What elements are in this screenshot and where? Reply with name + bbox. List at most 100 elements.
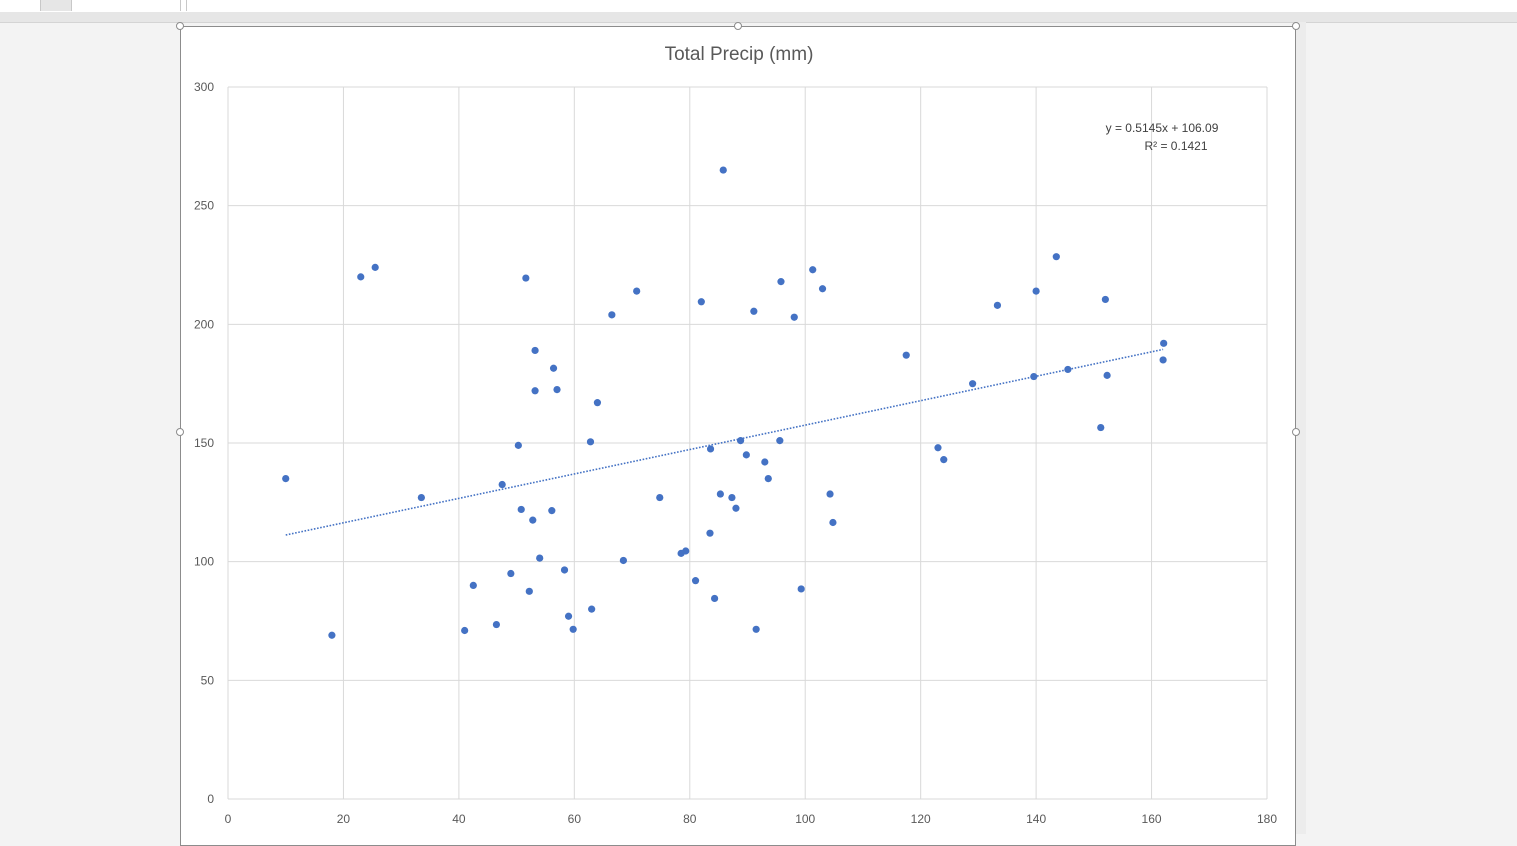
name-box-dropdown[interactable] — [40, 0, 72, 11]
data-point[interactable] — [492, 620, 501, 629]
resize-handle-middle-left[interactable] — [176, 428, 184, 436]
data-point[interactable] — [282, 475, 290, 483]
chart-title[interactable]: Total Precip (mm) — [665, 44, 814, 65]
data-point[interactable] — [461, 626, 469, 635]
data-point[interactable] — [586, 438, 595, 446]
data-point[interactable] — [608, 311, 616, 319]
data-point[interactable] — [536, 554, 544, 562]
data-point[interactable] — [507, 569, 515, 578]
x-tick-label: 40 — [452, 812, 466, 826]
data-point[interactable] — [716, 490, 724, 498]
data-point[interactable] — [829, 518, 837, 527]
x-tick-label: 0 — [225, 812, 232, 826]
data-point[interactable] — [809, 266, 817, 274]
data-point[interactable] — [1101, 295, 1109, 304]
data-point[interactable] — [761, 458, 769, 466]
data-point[interactable] — [1103, 371, 1111, 379]
data-point[interactable] — [697, 298, 705, 306]
resize-handle-top-center[interactable] — [734, 22, 742, 30]
data-point[interactable] — [564, 612, 573, 620]
data-point[interactable] — [560, 566, 569, 574]
data-point[interactable] — [752, 625, 760, 633]
resize-handle-top-left[interactable] — [176, 22, 184, 30]
y-tick-label: 150 — [194, 436, 214, 450]
data-point[interactable] — [764, 475, 772, 483]
y-axis-tick-labels: 0 50 100 150 200 250 300 — [194, 80, 214, 806]
data-point[interactable] — [531, 346, 539, 355]
data-point[interactable] — [742, 451, 750, 459]
data-point[interactable] — [1097, 423, 1105, 432]
data-point[interactable] — [469, 581, 477, 590]
x-tick-label: 140 — [1026, 812, 1046, 826]
data-point[interactable] — [569, 625, 577, 633]
data-point[interactable] — [1064, 365, 1072, 374]
y-tick-label: 50 — [201, 673, 215, 687]
data-point[interactable] — [934, 444, 942, 452]
data-point[interactable] — [1159, 356, 1167, 364]
data-point[interactable] — [818, 285, 827, 293]
x-axis-tick-labels: 0 20 40 60 80 100 120 140 160 180 — [225, 812, 1278, 826]
x-tick-label: 60 — [568, 812, 582, 826]
data-point[interactable] — [969, 380, 977, 388]
data-point[interactable] — [357, 273, 365, 281]
data-point[interactable] — [719, 166, 727, 174]
data-point[interactable] — [732, 504, 740, 512]
data-point[interactable] — [529, 516, 537, 524]
column-header-strip — [0, 12, 1517, 23]
data-point[interactable] — [619, 556, 627, 565]
data-point[interactable] — [993, 301, 1002, 309]
data-point[interactable] — [1160, 339, 1168, 347]
data-point[interactable] — [498, 480, 506, 489]
resize-handle-top-right[interactable] — [1292, 22, 1300, 30]
sheet-background — [1296, 22, 1306, 834]
data-point[interactable] — [525, 587, 533, 595]
x-tick-label: 160 — [1142, 812, 1162, 826]
data-point[interactable] — [656, 493, 664, 502]
data-point[interactable] — [797, 585, 805, 593]
data-point[interactable] — [826, 490, 834, 498]
data-point[interactable] — [706, 529, 714, 537]
formula-input[interactable] — [186, 0, 1517, 11]
y-tick-label: 0 — [207, 792, 214, 806]
data-point[interactable] — [371, 263, 379, 271]
trendline-r-squared[interactable]: R² = 0.1421 — [1144, 139, 1207, 153]
data-point[interactable] — [790, 313, 798, 321]
data-point[interactable] — [710, 594, 719, 603]
data-point[interactable] — [633, 287, 641, 295]
data-point[interactable] — [1032, 287, 1040, 295]
data-point[interactable] — [514, 441, 522, 449]
x-tick-label: 20 — [337, 812, 351, 826]
data-point[interactable] — [553, 386, 561, 394]
data-point[interactable] — [682, 547, 690, 555]
data-point[interactable] — [691, 577, 700, 585]
data-points — [282, 166, 1168, 639]
trendline-equation[interactable]: y = 0.5145x + 106.09 — [1106, 121, 1219, 135]
data-point[interactable] — [728, 493, 736, 502]
trendline[interactable] — [285, 348, 1164, 536]
formula-buttons[interactable] — [70, 0, 181, 11]
data-point[interactable] — [1052, 253, 1060, 261]
x-tick-label: 180 — [1257, 812, 1277, 826]
data-point[interactable] — [517, 505, 525, 514]
chart-area[interactable] — [180, 26, 1296, 846]
data-point[interactable] — [522, 274, 530, 282]
data-point[interactable] — [750, 307, 758, 315]
data-point[interactable] — [776, 437, 784, 445]
data-point[interactable] — [706, 445, 715, 453]
resize-handle-middle-right[interactable] — [1292, 428, 1300, 436]
data-point[interactable] — [417, 493, 425, 502]
data-point[interactable] — [777, 278, 785, 286]
data-point[interactable] — [940, 456, 948, 464]
data-point[interactable] — [593, 399, 602, 407]
data-point[interactable] — [588, 605, 596, 613]
data-point[interactable] — [548, 507, 556, 515]
data-point[interactable] — [549, 364, 558, 372]
data-point[interactable] — [531, 387, 539, 395]
data-point[interactable] — [736, 437, 745, 445]
data-point[interactable] — [1030, 372, 1038, 381]
trendline-line[interactable] — [285, 348, 1164, 536]
y-tick-label: 300 — [194, 80, 214, 94]
data-point[interactable] — [328, 631, 336, 639]
data-point[interactable] — [902, 351, 910, 359]
